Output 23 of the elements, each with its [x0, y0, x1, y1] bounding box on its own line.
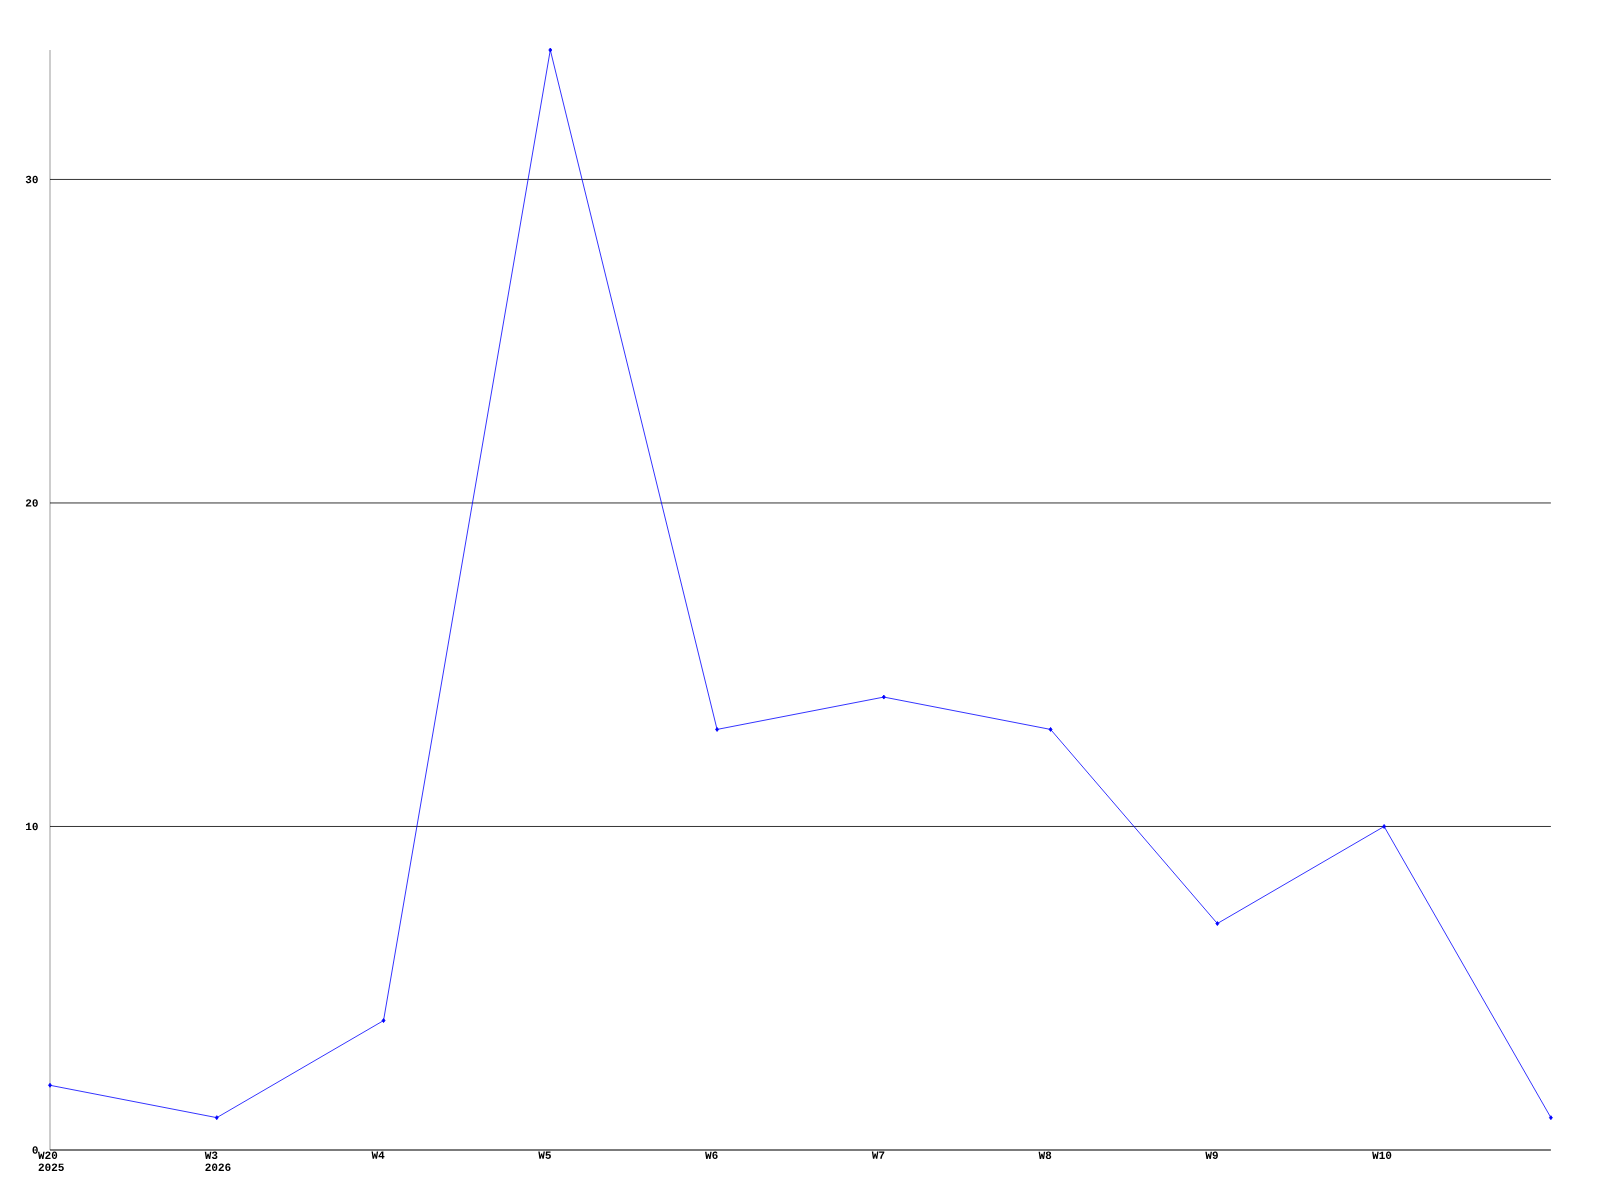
x-tick-label: W3 2026	[204, 1151, 231, 1171]
y-tick-label: 20	[25, 499, 38, 507]
x-tick-label: W10	[1372, 1151, 1392, 1159]
x-tick-label: W4	[371, 1151, 385, 1159]
point	[1548, 1115, 1553, 1121]
y-tick-label: 30	[25, 175, 38, 184]
point	[715, 727, 719, 732]
point	[48, 1082, 52, 1088]
x-tick-label: W7	[871, 1151, 885, 1159]
point	[214, 1115, 219, 1121]
point	[881, 694, 886, 700]
x-tick-label: W20 2025	[38, 1151, 64, 1171]
y-tick-label: 10	[26, 822, 38, 831]
point	[381, 1018, 386, 1023]
point	[548, 47, 553, 53]
point	[1382, 824, 1387, 829]
x-tick-label: W5	[538, 1151, 551, 1159]
x-tick-label: W6	[705, 1151, 718, 1159]
x-tick-label: W8	[1038, 1151, 1052, 1159]
x-tick-label: W9	[1205, 1151, 1218, 1159]
y-tick-label: 0	[32, 1146, 38, 1154]
point	[1048, 727, 1053, 732]
point	[1215, 921, 1220, 926]
